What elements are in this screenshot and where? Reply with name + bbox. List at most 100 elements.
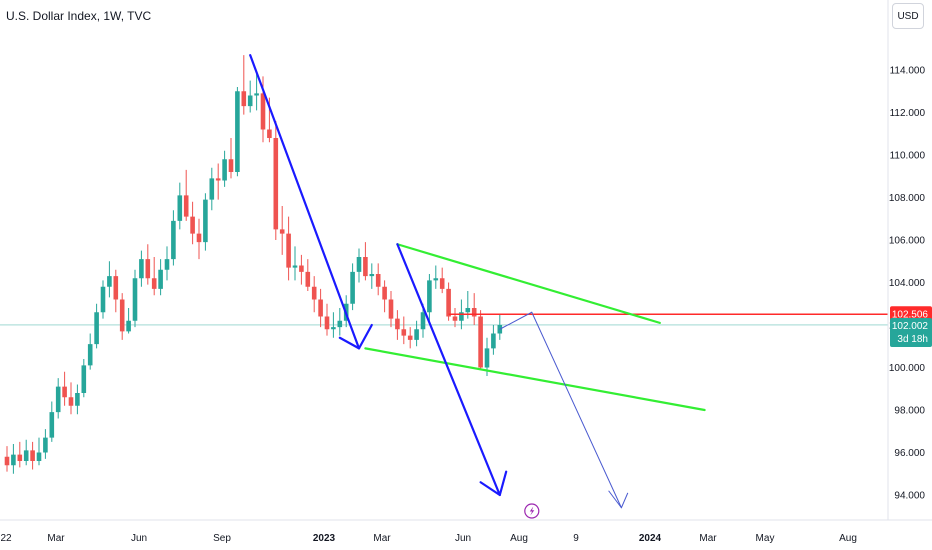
candle-body	[241, 91, 247, 107]
chart-title: U.S. Dollar Index, 1W, TVC	[6, 9, 152, 23]
y-tick-label: 104.000	[889, 278, 926, 289]
trend-line[interactable]	[396, 243, 501, 497]
candle-body	[388, 299, 394, 319]
candle-body	[215, 178, 221, 181]
x-tick-label: Mar	[47, 533, 65, 544]
candle-body	[350, 271, 355, 304]
candle-body	[171, 220, 176, 260]
candle-body	[209, 178, 215, 200]
y-tick-label: 94.000	[894, 491, 925, 502]
candle-body	[382, 286, 387, 300]
y-tick-label: 114.000	[890, 66, 926, 77]
y-tick-label: 100.000	[889, 363, 926, 374]
x-tick-label: Sep	[213, 533, 231, 544]
candle-body	[484, 348, 490, 368]
candle-body	[491, 333, 496, 349]
candle-body	[17, 454, 23, 461]
candle-body	[337, 320, 343, 328]
x-tick-label: 2024	[639, 533, 662, 544]
candle-body	[286, 233, 291, 268]
candle-body	[414, 329, 419, 340]
x-tick-label: Mar	[699, 533, 717, 544]
candle-body	[446, 288, 451, 317]
candle-body	[62, 386, 67, 398]
candle-body	[235, 91, 240, 172]
y-tick-label: 96.000	[894, 448, 925, 459]
channel-line[interactable]	[364, 347, 706, 412]
candle-body	[273, 138, 279, 230]
last-price-label: 102.002	[892, 321, 929, 332]
candle-body	[279, 229, 285, 234]
candle-body	[68, 397, 74, 406]
candle-body	[260, 93, 266, 130]
candle-body	[459, 312, 464, 321]
candle-body	[75, 393, 80, 406]
candle-body	[420, 312, 426, 330]
candle-body	[139, 259, 144, 279]
candle-body	[375, 274, 381, 287]
candle-body	[55, 386, 61, 413]
candle-body	[100, 286, 106, 313]
candle-body	[292, 265, 298, 268]
candle-body	[254, 93, 259, 96]
candle-body	[465, 308, 471, 313]
y-tick-label: 106.000	[889, 236, 926, 247]
candle-body	[190, 216, 195, 234]
candle-body	[126, 320, 131, 332]
candle-body	[401, 329, 407, 336]
candle-body	[94, 312, 99, 345]
x-tick-label: Aug	[510, 533, 528, 544]
candle-body	[49, 412, 55, 438]
candle-body	[158, 269, 163, 289]
channel-line[interactable]	[396, 243, 661, 324]
candle-body	[369, 274, 375, 277]
currency-button[interactable]: USD	[892, 3, 924, 29]
x-tick-label: Jun	[131, 533, 147, 544]
candle-body	[30, 450, 35, 461]
candle-body	[87, 344, 93, 366]
arrowhead[interactable]	[338, 323, 373, 350]
x-tick-label: Mar	[373, 533, 391, 544]
candle-body	[23, 450, 29, 461]
candle-body	[222, 159, 227, 181]
trend-line[interactable]	[249, 54, 361, 350]
candle-body	[363, 257, 368, 277]
candle-body	[471, 308, 477, 317]
y-tick-label: 98.000	[894, 406, 925, 417]
candle-body	[145, 259, 151, 279]
candle-body	[331, 327, 336, 330]
candle-body	[81, 365, 87, 393]
candle-body	[151, 278, 157, 289]
candle-body	[395, 318, 400, 330]
candle-body	[478, 316, 483, 368]
y-tick-label: 112.000	[890, 108, 926, 119]
candle-body	[36, 452, 42, 461]
candle-body	[407, 335, 413, 340]
candle-body	[433, 278, 439, 281]
candle-body	[4, 456, 10, 466]
candle-body	[439, 278, 445, 289]
arrowhead[interactable]	[479, 470, 508, 497]
countdown-label: 3d 18h	[897, 334, 928, 345]
level-price-label: 102.506	[892, 310, 929, 321]
candle-body	[318, 299, 323, 317]
candle-body	[132, 278, 138, 321]
candle-body	[113, 276, 119, 300]
x-tick-label: Jun	[455, 533, 471, 544]
projection-arrowhead[interactable]	[608, 490, 629, 509]
candle-body	[267, 129, 272, 138]
candle-body	[107, 276, 112, 287]
projection-line[interactable]	[531, 311, 622, 509]
candle-body	[452, 316, 458, 321]
candle-body	[356, 257, 362, 272]
candle-body	[324, 316, 330, 330]
projection-line[interactable]	[499, 311, 533, 330]
candle-body	[305, 271, 311, 287]
last-price-tag	[890, 317, 932, 347]
candle-body	[247, 95, 253, 107]
candle-body	[164, 259, 170, 270]
x-tick-label: 2023	[313, 533, 336, 544]
candle-body	[311, 286, 317, 300]
